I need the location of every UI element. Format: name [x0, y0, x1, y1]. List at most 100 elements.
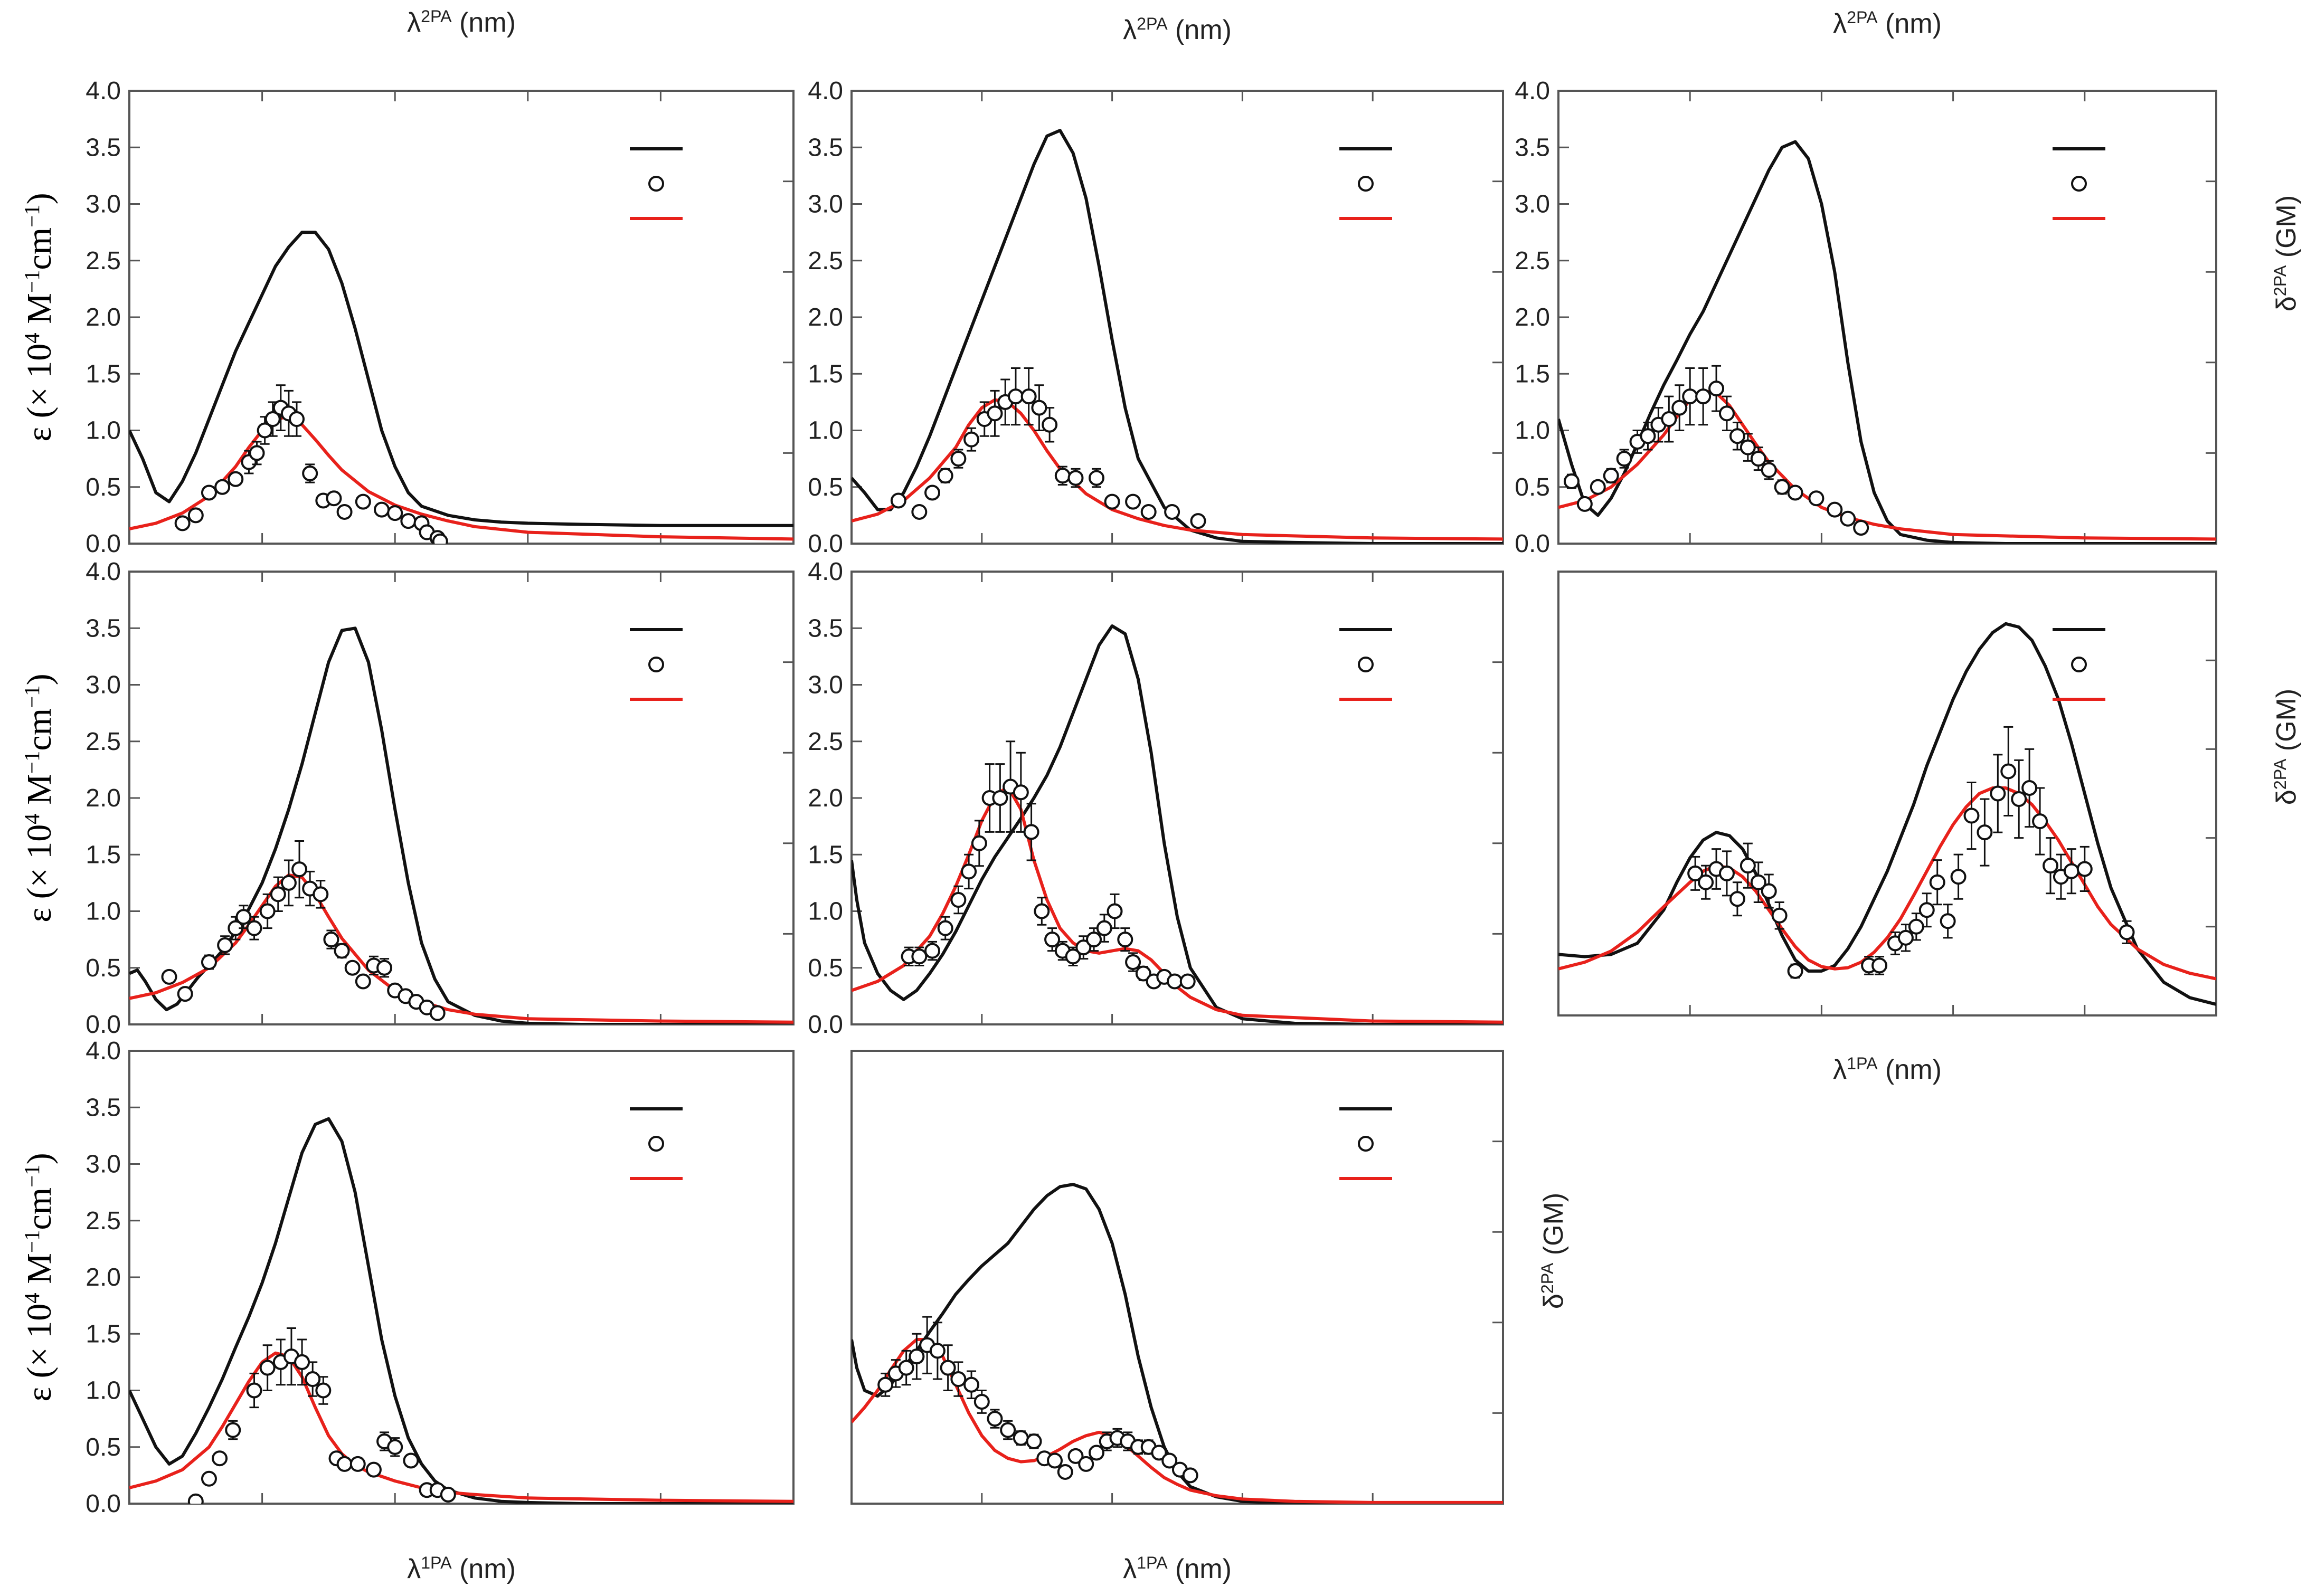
data-point-2pa [1020, 388, 1037, 405]
y-tick-label: 4.0 [86, 1037, 121, 1065]
data-point-2pa [1787, 963, 1803, 979]
data-point-2pa [174, 515, 191, 531]
plot-area [1558, 622, 2216, 1006]
series-1pa-line [129, 231, 793, 527]
series-1pa-line [1558, 140, 2216, 544]
data-point-2pa [374, 501, 390, 518]
data-point-2pa [1182, 1467, 1198, 1484]
panel-frame [1557, 90, 2217, 545]
data-point-2pa [1808, 490, 1825, 507]
data-point-2pa [1718, 865, 1735, 881]
series-1pa-line [852, 624, 1503, 1024]
data-point-2pa [1075, 939, 1092, 956]
data-point-2pa [259, 1360, 276, 1376]
data-point-2pa [349, 1456, 366, 1472]
y-tick-label: 3.0 [808, 191, 843, 218]
y-tick-label: 0.0 [1515, 530, 1550, 558]
data-point-2pa [225, 1422, 241, 1438]
data-point-2pa [1164, 504, 1180, 520]
plot-area [1558, 140, 2216, 544]
data-point-2pa [950, 892, 967, 908]
data-point-2pa [336, 504, 353, 520]
data-point-2pa [201, 954, 217, 971]
y-tick-label: 3.5 [86, 1094, 121, 1122]
legend-marker-2pa [648, 176, 664, 192]
plot-area [852, 624, 1503, 1024]
data-point-2pa [1729, 891, 1745, 907]
data-point-2pa [911, 504, 928, 520]
data-point-2pa [1000, 1422, 1016, 1438]
panel-h [850, 1050, 1504, 1505]
data-point-2pa [971, 835, 987, 851]
data-point-2pa [1908, 918, 1924, 935]
data-point-2pa [1563, 473, 1580, 490]
panel-frame [850, 571, 1504, 1025]
data-point-2pa [950, 451, 967, 467]
data-point-2pa [1047, 1452, 1063, 1469]
data-point-2pa [1096, 920, 1112, 936]
data-point-2pa [1104, 493, 1120, 510]
data-point-2pa [1135, 965, 1151, 982]
data-point-2pa [1179, 973, 1196, 990]
data-point-2pa [187, 507, 204, 524]
panel-frame [1557, 571, 2217, 1016]
data-point-2pa [302, 466, 318, 482]
panel-e: 0.0 0.5 1.0 1.5 2.0 2.5 3.0 3.5 4.0 [808, 558, 1504, 1039]
data-point-2pa [1977, 824, 1993, 841]
data-point-2pa [911, 948, 928, 965]
data-point-2pa [924, 484, 941, 501]
series-1pa-line [1558, 622, 2216, 1006]
y-tick-label: 2.5 [86, 247, 121, 275]
data-point-2pa [1750, 874, 1766, 890]
data-point-2pa [1740, 439, 1756, 455]
y-tick-label: 1.5 [808, 360, 843, 388]
y-tick-label: 0.0 [86, 530, 121, 558]
left-axis-title-row3: ε (× 104 M−1cm−1) [20, 1153, 59, 1401]
left-axis-title-row2: ε (× 104 M−1cm−1) [20, 673, 59, 922]
data-point-2pa [355, 493, 371, 510]
data-point-2pa [365, 1461, 382, 1478]
data-point-2pa [1044, 932, 1061, 948]
data-point-2pa [1603, 468, 1619, 484]
y-tick-label: 2.5 [86, 728, 121, 756]
data-point-2pa [963, 431, 980, 448]
panel-g: 0.0 0.5 1.0 1.5 2.0 2.5 3.0 3.5 4.0 [86, 1037, 795, 1518]
y-tick-label: 0.0 [86, 1490, 121, 1518]
data-point-2pa [1067, 470, 1084, 486]
data-point-2pa [1897, 929, 1914, 946]
data-point-2pa [1871, 957, 1888, 974]
panel-frame [850, 1050, 1504, 1505]
data-point-2pa [1708, 381, 1725, 397]
y-tick-label: 4.0 [86, 558, 121, 586]
data-point-2pa [1695, 388, 1712, 405]
data-point-2pa [2119, 924, 2135, 940]
data-point-2pa [1761, 883, 1777, 899]
data-point-2pa [2000, 763, 2017, 780]
y-tick-label: 4.0 [1515, 77, 1550, 105]
data-point-2pa [1761, 462, 1777, 478]
data-point-2pa [264, 411, 281, 428]
right-axis-title-c: δ2PA (GM) [2271, 195, 2302, 311]
bottom-axis-title-f: λ1PA (nm) [1833, 1054, 1942, 1085]
data-point-2pa [1057, 1464, 1073, 1480]
series-sos-line [1558, 389, 2216, 541]
y-tick-label: 3.0 [86, 191, 121, 218]
data-point-2pa [992, 790, 1008, 806]
data-point-2pa [1026, 1433, 1042, 1450]
y-tick-label: 3.5 [808, 134, 843, 162]
data-point-2pa [280, 875, 297, 891]
data-point-2pa [1787, 484, 1803, 501]
data-point-2pa [1013, 784, 1029, 801]
y-tick-label: 0.5 [808, 954, 843, 982]
data-point-2pa [1088, 1445, 1104, 1461]
data-point-2pa [305, 1371, 321, 1388]
data-point-2pa [961, 863, 977, 880]
y-tick-label: 1.0 [86, 417, 121, 445]
data-point-2pa [403, 1452, 419, 1469]
data-point-2pa [1031, 400, 1047, 416]
data-point-2pa [315, 1382, 332, 1399]
data-point-2pa [1661, 411, 1677, 428]
y-tick-label: 1.0 [86, 1377, 121, 1405]
data-point-2pa [898, 1360, 914, 1376]
